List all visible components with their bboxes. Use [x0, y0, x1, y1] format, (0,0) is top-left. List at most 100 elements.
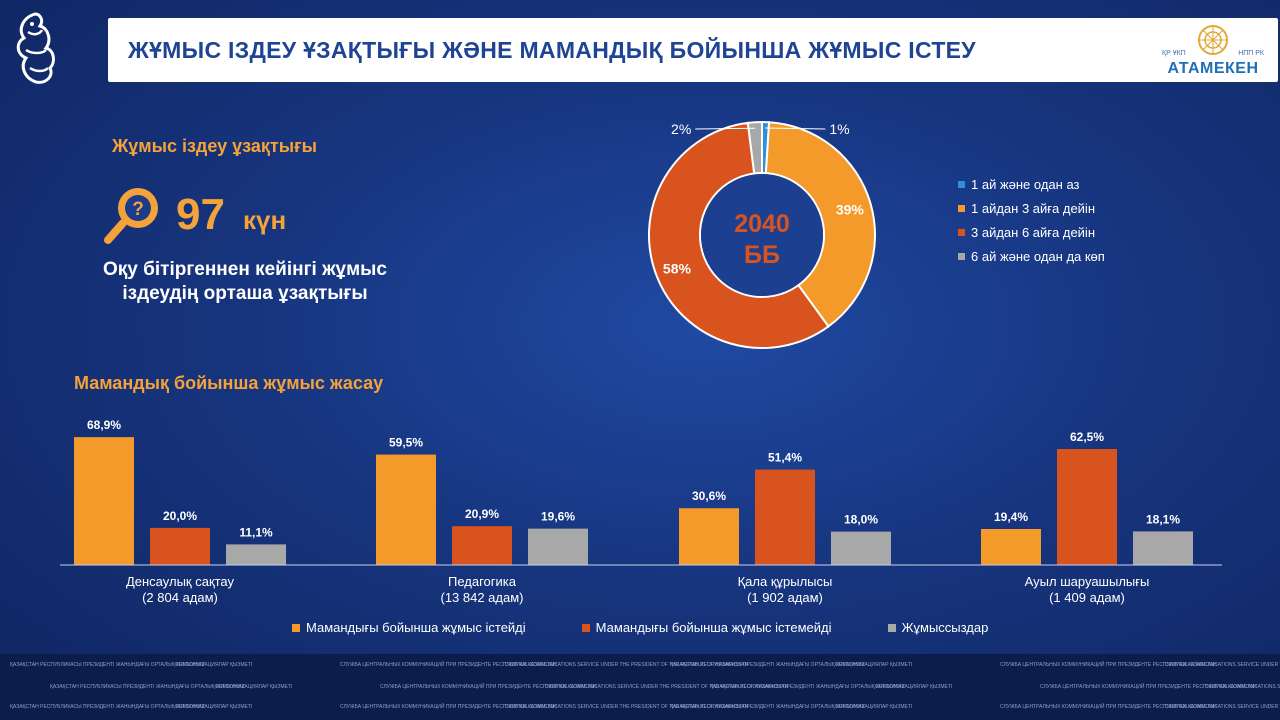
- category-sub-3: (1 409 адам): [1049, 590, 1125, 605]
- legend-swatch: [958, 204, 965, 212]
- bar-label-1-2: 19,6%: [541, 510, 575, 524]
- donut-slice-3: [746, 120, 763, 175]
- donut-hole: [701, 174, 823, 296]
- atameken-logo: ҚР ҰКП НПП РК АТАМЕКЕН: [1158, 24, 1268, 80]
- footer-watermark-text: ҚАЗАҚСТАН РЕСПУБЛИКАСЫ ПРЕЗИДЕНТІ ЖАНЫНД…: [670, 704, 913, 710]
- legend-swatch: [581, 623, 590, 632]
- legend-label: 3 айдан 6 айға дейін: [971, 224, 1096, 240]
- bar-label-2-1: 51,4%: [768, 451, 802, 465]
- footer-watermark-text: ҚАЗАҚСТАН РЕСПУБЛИКАСЫ ПРЕЗИДЕНТІ ЖАНЫНД…: [670, 662, 913, 668]
- bar-label-0-0: 68,9%: [87, 418, 121, 432]
- footer-watermark-text: СЛУЖБА ЦЕНТРАЛЬНЫХ КОММУНИКАЦИЙ ПРИ ПРЕЗ…: [340, 704, 557, 710]
- footer-watermark-text: СЛУЖБА ЦЕНТРАЛЬНЫХ КОММУНИКАЦИЙ ПРИ ПРЕЗ…: [1000, 704, 1217, 710]
- footer-watermark-text: CENTRAL COMMUNICATIONS SERVICE UNDER THE…: [1165, 662, 1280, 668]
- search-duration-value: 97: [176, 190, 225, 239]
- donut-legend-item: 1 айдан 3 айға дейін: [958, 196, 1105, 220]
- legend-label: 6 ай және одан да көп: [971, 248, 1105, 264]
- footer-watermark-text: CENTRAL COMMUNICATIONS SERVICE UNDER THE…: [1165, 704, 1280, 710]
- bar-legend-item: Мамандығы бойынша жұмыс істейді: [292, 620, 526, 635]
- donut-chart: 2040 ББ 1% 39% 58% 2%: [648, 120, 876, 349]
- bar-0-0: [74, 437, 134, 565]
- bar-1-2: [528, 528, 588, 565]
- bar-label-0-1: 20,0%: [163, 509, 197, 523]
- donut-leader-3: [695, 127, 756, 130]
- page-title: ЖҰМЫС ІЗДЕУ ҰЗАҚТЫҒЫ ЖӘНЕ МАМАНДЫҚ БОЙЫН…: [128, 37, 976, 63]
- donut-legend-item: 6 ай және одан да көп: [958, 244, 1105, 268]
- bar-label-3-2: 18,1%: [1146, 512, 1180, 526]
- donut-legend-item: 1 ай және одан аз: [958, 172, 1105, 196]
- bar-3-1: [1057, 449, 1117, 565]
- bar-0-1: [150, 527, 210, 565]
- bar-label-3-1: 62,5%: [1070, 430, 1104, 444]
- svg-text:?: ?: [132, 199, 144, 220]
- bar-2-2: [831, 531, 891, 565]
- footer-watermark-text: ORTCOM.KZ: [835, 704, 865, 710]
- donut-label-0: 1%: [829, 121, 849, 137]
- legend-swatch: [292, 623, 300, 632]
- category-sub-2: (1 902 адам): [747, 590, 823, 605]
- bar-label-0-2: 11,1%: [239, 525, 273, 539]
- bar-legend-item: Мамандығы бойынша жұмыс істемейді: [581, 620, 832, 635]
- magnifier-question-icon: ?: [104, 188, 158, 244]
- footer-watermark-text: ORTCOM.KZ: [175, 704, 205, 710]
- snow-leopard-logo: [12, 10, 58, 90]
- brand-sub-right: НПП РК: [1238, 50, 1264, 57]
- category-label-0: Денсаулық сақтау: [126, 574, 235, 589]
- legend-swatch: [958, 252, 965, 260]
- footer-watermark-text: ҚАЗАҚСТАН РЕСПУБЛИКАСЫ ПРЕЗИДЕНТІ ЖАНЫНД…: [50, 684, 293, 690]
- desc-line-2: іздеудің орташа ұзақтығы: [122, 283, 368, 304]
- donut-legend: 1 ай және одан аз 1 айдан 3 айға дейін 3 а…: [958, 172, 1105, 268]
- donut-leader-0: [765, 127, 826, 130]
- footer-watermark-text: ORTCOM.KZ: [875, 684, 905, 690]
- donut-center-unit: ББ: [744, 241, 780, 269]
- footer-watermark-text: ҚАЗАҚСТАН РЕСПУБЛИКАСЫ ПРЕЗИДЕНТІ ЖАНЫНД…: [10, 704, 253, 710]
- legend-label: 1 ай және одан аз: [971, 176, 1080, 192]
- donut-slice-2: [648, 121, 830, 349]
- footer-watermark-text: CENTRAL COMMUNICATIONS SERVICE UNDER THE…: [1205, 684, 1280, 690]
- category-label-3: Ауыл шаруашылығы: [1025, 574, 1150, 589]
- search-duration-description: Оқу бітіргеннен кейінгі жұмыс іздеудің о…: [80, 258, 410, 306]
- footer-watermark-text: CENTRAL COMMUNICATIONS SERVICE UNDER THE…: [505, 704, 749, 710]
- legend-label: Жұмыссыздар: [901, 620, 989, 635]
- category-label-1: Педагогика: [448, 574, 517, 589]
- search-section-title: Жұмыс іздеу ұзақтығы: [112, 136, 317, 156]
- legend-label: Мамандығы бойынша жұмыс істемейді: [595, 620, 832, 635]
- footer-watermark-text: СЛУЖБА ЦЕНТРАЛЬНЫХ КОММУНИКАЦИЙ ПРИ ПРЕЗ…: [1000, 662, 1217, 668]
- footer-watermark-text: ORTCOM.KZ: [835, 662, 865, 668]
- legend-swatch: [958, 180, 965, 188]
- donut-legend-item: 3 айдан 6 айға дейін: [958, 220, 1105, 244]
- footer-watermark: ҚАЗАҚСТАН РЕСПУБЛИКАСЫ ПРЕЗИДЕНТІ ЖАНЫНД…: [0, 654, 1280, 720]
- footer-watermark-text: ORTCOM.KZ: [215, 684, 245, 690]
- legend-swatch: [958, 228, 965, 236]
- bar-label-2-2: 18,0%: [844, 513, 878, 527]
- bar-chart-title: Мамандық бойынша жұмыс жасау: [74, 373, 384, 393]
- donut-label-1: 39%: [836, 201, 865, 217]
- footer-watermark-text: СЛУЖБА ЦЕНТРАЛЬНЫХ КОММУНИКАЦИЙ ПРИ ПРЕЗ…: [340, 662, 557, 668]
- footer-watermark-text: СЛУЖБА ЦЕНТРАЛЬНЫХ КОММУНИКАЦИЙ ПРИ ПРЕЗ…: [1040, 684, 1257, 690]
- bar-1-0: [376, 454, 436, 565]
- bar-label-1-1: 20,9%: [465, 507, 499, 521]
- donut-center-value: 2040: [734, 210, 790, 238]
- bar-2-0: [679, 508, 739, 565]
- footer-watermark-text: ORTCOM.KZ: [175, 662, 205, 668]
- bar-3-2: [1133, 531, 1193, 565]
- legend-label: Мамандығы бойынша жұмыс істейді: [306, 620, 526, 635]
- atameken-emblem-icon: [1198, 25, 1228, 55]
- footer-watermark-text: ҚАЗАҚСТАН РЕСПУБЛИКАСЫ ПРЕЗИДЕНТІ ЖАНЫНД…: [10, 662, 253, 668]
- desc-line-1: Оқу бітіргеннен кейінгі жұмыс: [103, 259, 387, 280]
- bar-label-2-0: 30,6%: [692, 489, 726, 503]
- bar-chart: 68,9% 20,0% 11,1% Денсаулық сақтау(2 804 ад…: [60, 418, 1222, 605]
- footer-watermark-text: CENTRAL COMMUNICATIONS SERVICE UNDER THE…: [505, 662, 749, 668]
- bar-3-0: [981, 528, 1041, 565]
- brand-sub-left: ҚР ҰКП: [1162, 50, 1186, 57]
- donut-label-3: 2%: [671, 121, 691, 137]
- footer-watermark-text: CENTRAL COMMUNICATIONS SERVICE UNDER THE…: [545, 684, 789, 690]
- bar-2-1: [755, 469, 815, 565]
- footer-watermark-text: СЛУЖБА ЦЕНТРАЛЬНЫХ КОММУНИКАЦИЙ ПРИ ПРЕЗ…: [380, 684, 597, 690]
- brand-name: АТАМЕКЕН: [1167, 60, 1259, 77]
- search-duration-unit: күн: [243, 205, 287, 235]
- donut-label-2: 58%: [663, 261, 692, 277]
- category-sub-1: (13 842 адам): [440, 590, 523, 605]
- bar-0-2: [226, 544, 286, 565]
- donut-slice-1: [764, 121, 876, 328]
